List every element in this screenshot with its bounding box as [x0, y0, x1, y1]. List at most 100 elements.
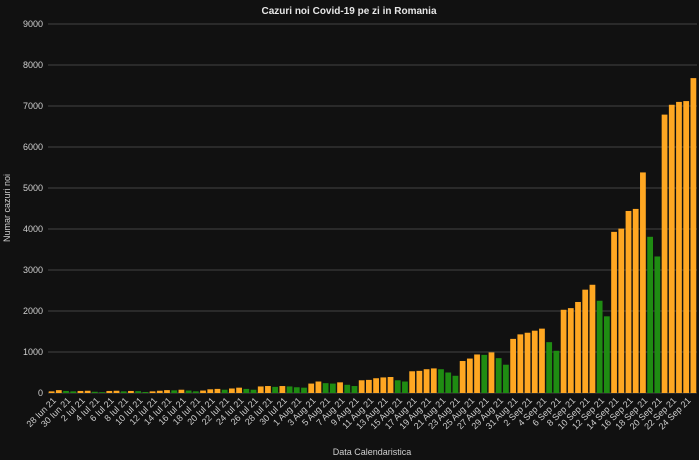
- y-tick-label: 2000: [23, 306, 43, 316]
- bar: [315, 381, 322, 393]
- bar: [358, 380, 365, 393]
- bar: [589, 284, 596, 393]
- bar: [539, 328, 545, 393]
- bar: [517, 334, 524, 393]
- bar: [308, 383, 315, 393]
- bar: [683, 101, 690, 393]
- bar: [668, 104, 675, 394]
- bar: [531, 330, 538, 393]
- y-tick-label: 8000: [23, 60, 43, 70]
- y-tick-label: 6000: [23, 142, 43, 152]
- bar: [286, 386, 293, 393]
- y-tick-label: 1000: [23, 347, 43, 357]
- bar: [171, 390, 178, 393]
- bar: [77, 390, 84, 393]
- bar: [459, 361, 466, 393]
- bar: [329, 383, 336, 393]
- bar: [207, 389, 214, 393]
- bar: [380, 377, 387, 393]
- bar: [438, 369, 444, 393]
- bar: [221, 389, 228, 393]
- bar: [495, 358, 502, 393]
- bar: [654, 256, 661, 393]
- bar: [567, 308, 574, 393]
- bar: [301, 387, 307, 393]
- bar: [70, 391, 77, 393]
- bar: [575, 301, 581, 393]
- bar: [91, 391, 98, 393]
- bar: [272, 386, 279, 393]
- bar: [293, 387, 300, 393]
- bar: [236, 387, 242, 393]
- bar: [63, 390, 69, 393]
- y-tick-label: 5000: [23, 183, 43, 193]
- bar: [430, 368, 437, 393]
- bar: [546, 342, 553, 393]
- bar: [560, 309, 567, 393]
- bar: [99, 392, 105, 393]
- bar: [344, 384, 351, 393]
- bar: [373, 378, 379, 393]
- bar: [135, 391, 142, 393]
- bar: [228, 388, 235, 393]
- bar: [488, 352, 495, 393]
- bar: [265, 386, 271, 393]
- bar: [48, 391, 55, 393]
- bar: [582, 289, 589, 393]
- y-tick-label: 7000: [23, 101, 43, 111]
- y-tick-label: 0: [38, 388, 43, 398]
- y-tick-label: 9000: [23, 19, 43, 29]
- bar: [647, 236, 654, 393]
- bar: [445, 372, 452, 393]
- bar: [409, 371, 416, 393]
- bar: [452, 375, 459, 393]
- bar: [243, 388, 250, 393]
- bar: [423, 369, 430, 393]
- bar: [402, 381, 408, 393]
- bar: [596, 300, 603, 393]
- bar: [603, 316, 610, 393]
- bar: [640, 172, 646, 393]
- x-axis-label: Data Calendaristica: [333, 447, 412, 457]
- bar: [416, 370, 423, 393]
- bar: [106, 390, 113, 393]
- bar: [466, 358, 473, 393]
- bar: [474, 354, 480, 393]
- bar: [84, 390, 91, 393]
- bar: [481, 354, 488, 393]
- bar: [279, 386, 286, 393]
- bar: [510, 338, 517, 393]
- bar: [618, 228, 625, 393]
- bar: [113, 390, 120, 393]
- bar: [250, 389, 257, 393]
- bar: [366, 379, 372, 393]
- bar: [611, 231, 617, 393]
- bar: [128, 390, 134, 393]
- bar: [142, 391, 149, 393]
- bar: [524, 332, 531, 393]
- bar: [149, 391, 156, 393]
- bar: [214, 388, 221, 393]
- bar: [55, 390, 62, 393]
- bar: [553, 350, 560, 393]
- bar: [322, 383, 329, 393]
- bar: [632, 208, 639, 393]
- bar: [625, 210, 632, 393]
- bar: [164, 390, 170, 393]
- bar: [178, 389, 185, 393]
- y-axis-label: Numar cazuri noi: [2, 174, 12, 242]
- bar: [690, 78, 697, 394]
- y-tick-label: 3000: [23, 265, 43, 275]
- bar: [503, 364, 509, 393]
- bar: [257, 386, 264, 393]
- chart-title: Cazuri noi Covid-19 pe zi in Romania: [261, 6, 436, 17]
- bar: [394, 380, 401, 393]
- bar: [337, 382, 343, 393]
- y-tick-label: 4000: [23, 224, 43, 234]
- bar: [192, 391, 199, 393]
- bar: [387, 377, 394, 393]
- bar: [200, 390, 206, 393]
- bar: [661, 114, 668, 394]
- bar: [185, 390, 192, 393]
